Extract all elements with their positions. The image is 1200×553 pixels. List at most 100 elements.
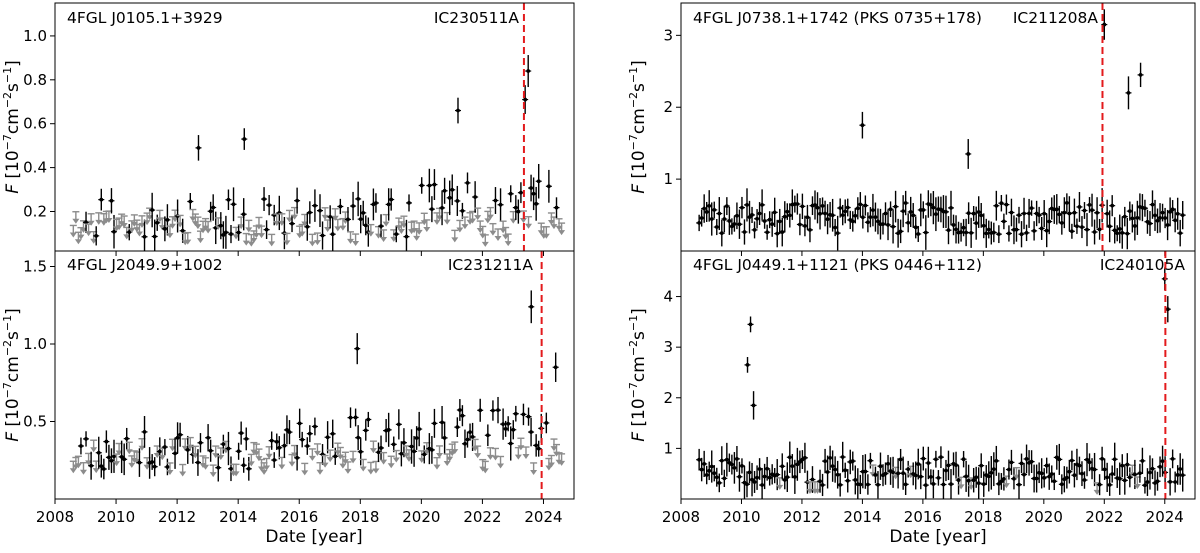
data-point <box>242 137 247 141</box>
y-tick-label: 3 <box>663 26 673 44</box>
data-point <box>79 444 83 448</box>
data-point <box>313 424 317 429</box>
upper-limit-arrow <box>547 462 555 468</box>
data-point <box>719 231 724 236</box>
y-axis-title-part: cm <box>629 108 649 134</box>
x-tick-label: 2024 <box>524 508 562 526</box>
upper-limit-arrow <box>242 240 250 246</box>
data-point <box>742 230 747 234</box>
data-point <box>916 232 921 236</box>
data-point <box>440 206 444 210</box>
upper-limit-arrow <box>530 469 538 475</box>
data-point <box>162 226 167 231</box>
data-point <box>994 203 999 208</box>
data-point <box>835 472 840 477</box>
data-point <box>313 203 317 208</box>
data-point <box>84 437 88 441</box>
data-point <box>858 482 863 487</box>
data-point <box>818 211 822 216</box>
data-point <box>845 205 850 210</box>
upper-limit-arrow <box>72 218 80 224</box>
data-point <box>358 217 363 222</box>
data-point <box>1044 463 1049 468</box>
data-point <box>358 449 363 454</box>
upper-limit-arrow <box>204 228 212 234</box>
data-point <box>553 365 558 370</box>
upper-limit-arrow <box>514 454 522 460</box>
y-axis-title-part: −7 <box>1 134 14 150</box>
data-point <box>534 201 539 206</box>
upper-limit-arrow <box>397 228 405 234</box>
data-point <box>840 213 845 218</box>
data-point <box>835 231 840 236</box>
data-point <box>142 430 147 434</box>
upper-limit-arrow <box>382 221 390 227</box>
source-name: 4FGL J0105.1+3929 <box>67 9 223 27</box>
upper-limit-arrow <box>308 455 316 461</box>
data-point <box>152 234 157 239</box>
data-point <box>498 202 503 207</box>
upper-limit-arrow <box>484 218 492 224</box>
data-point <box>765 466 770 471</box>
data-point <box>1001 219 1006 224</box>
data-point <box>165 465 170 469</box>
upper-limit-arrow <box>212 453 220 459</box>
data-point <box>956 478 961 482</box>
data-point <box>1090 208 1094 213</box>
upper-limit-arrow <box>184 239 192 245</box>
data-point <box>1170 207 1175 212</box>
data-point <box>1087 203 1092 207</box>
data-point <box>984 231 989 236</box>
upper-limit-arrow <box>313 240 321 246</box>
data-point <box>971 211 976 216</box>
x-tick-label: 2008 <box>36 508 74 526</box>
y-axis-title-part: −7 <box>627 382 640 398</box>
data-point <box>1180 213 1185 218</box>
panel-3: 0.5 1.0 1.5 2008 2010 2012 2014 2016 2018 2020 202… <box>1 250 575 526</box>
data-point <box>516 209 521 214</box>
axes-frame <box>680 250 1196 500</box>
data-point <box>775 472 780 477</box>
data-point <box>109 458 114 463</box>
data-point <box>906 220 911 225</box>
data-point <box>1019 461 1024 466</box>
y-axis-title-part: −7 <box>1 382 14 398</box>
data-point <box>96 450 101 455</box>
upper-limit-arrow <box>247 461 255 467</box>
upper-limit-arrow <box>390 236 398 242</box>
data-point <box>944 209 948 214</box>
data-point <box>394 232 399 236</box>
upper-limit-arrow <box>504 241 512 247</box>
data-point <box>1064 475 1069 480</box>
data-point <box>873 473 878 477</box>
data-point <box>707 204 712 208</box>
data-point <box>396 422 401 427</box>
data-point <box>755 216 759 221</box>
data-point <box>1120 230 1125 235</box>
data-point <box>933 457 938 462</box>
data-point <box>886 223 890 227</box>
data-point <box>473 195 478 199</box>
data-point <box>1017 213 1021 218</box>
upper-limit-arrow <box>1093 489 1101 495</box>
y-axis-title-part: [10 <box>629 150 649 184</box>
data-point <box>180 228 185 233</box>
data-point <box>818 479 822 484</box>
upper-limit-arrow <box>525 223 533 229</box>
data-point <box>918 474 923 479</box>
data-point <box>941 482 946 487</box>
data-point <box>1080 471 1084 476</box>
upper-limit-arrow <box>301 470 309 476</box>
data-point <box>989 470 994 475</box>
data-point <box>976 481 981 486</box>
data-point <box>898 229 903 234</box>
upper-limit-arrow <box>509 218 517 224</box>
data-point <box>1022 211 1026 216</box>
data-point <box>346 217 350 222</box>
upper-limit-arrow <box>555 225 563 231</box>
data-point <box>966 152 971 156</box>
data-point <box>828 456 833 460</box>
data-point <box>295 455 300 460</box>
x-tick-label: 2008 <box>662 508 700 526</box>
data-point <box>511 427 516 432</box>
